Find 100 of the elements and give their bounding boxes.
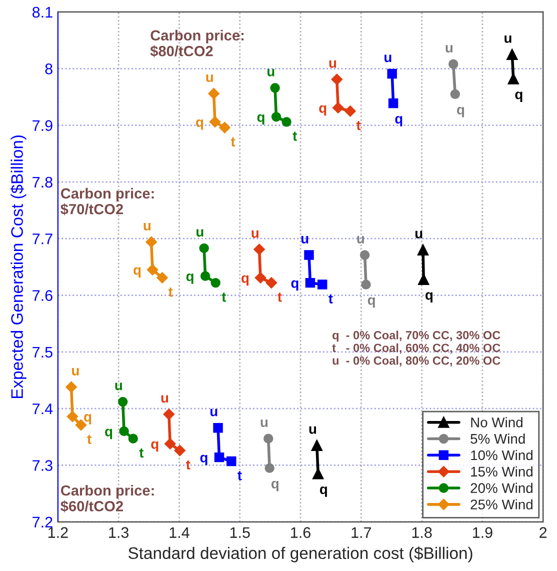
- point: [387, 68, 397, 79]
- annotation: q: [291, 280, 298, 291]
- point: [418, 274, 430, 285]
- point: [156, 272, 168, 284]
- annotation: q: [395, 116, 402, 126]
- annotation: u: [252, 230, 258, 238]
- point: [450, 89, 460, 100]
- point: [209, 116, 221, 128]
- point: [164, 438, 176, 450]
- annotation: u: [357, 236, 364, 244]
- point: [270, 83, 280, 93]
- point: [344, 106, 356, 117]
- point: [208, 88, 220, 100]
- annotation: q: [134, 267, 141, 278]
- y-axis-title: Expected Generation Cost ($Billion): [10, 135, 26, 398]
- annotation: q: [151, 441, 158, 452]
- x-tick-label: 1.3: [109, 527, 129, 538]
- annotation: u: [161, 395, 168, 403]
- annotation: q: [457, 106, 464, 118]
- annotation: q: [196, 119, 204, 130]
- annotation: q: [425, 292, 432, 303]
- point: [146, 264, 158, 276]
- point: [282, 117, 292, 127]
- annotation: u: [144, 222, 150, 230]
- annotation: Carbon price: $60/tCO2: [60, 484, 154, 512]
- annotation: q: [515, 92, 522, 102]
- annotation: u: [267, 68, 274, 76]
- annotation: u: [301, 236, 308, 244]
- point: [118, 396, 128, 407]
- point: [361, 280, 371, 290]
- annotation: q: [320, 486, 327, 497]
- annotation: t: [278, 292, 282, 302]
- point: [312, 468, 324, 480]
- annotation: u: [260, 420, 268, 428]
- point: [214, 452, 224, 462]
- point: [174, 444, 186, 456]
- point: [226, 456, 236, 466]
- annotation: u: [115, 382, 122, 390]
- point: [119, 426, 129, 436]
- y-tick-label: 7.2: [32, 516, 52, 528]
- annotation: q: [186, 274, 194, 284]
- legend-label: 15% Wind: [471, 466, 532, 477]
- x-tick-label: 1.5: [230, 527, 250, 538]
- point: [360, 250, 370, 260]
- point: [146, 236, 157, 248]
- point: [508, 73, 519, 84]
- point: [311, 440, 322, 451]
- annotation: t: [292, 132, 298, 141]
- x-tick-label: 1.6: [291, 527, 310, 538]
- x-tick-label: 1.2: [48, 527, 68, 538]
- annotation: u: [196, 229, 204, 237]
- annotation: q: [200, 454, 208, 466]
- annotation: t: [238, 471, 242, 480]
- y-tick-label: 7.3: [32, 460, 52, 471]
- x-axis-title: Standard deviation of generation cost ($Billion): [128, 546, 472, 562]
- annotation: t: [356, 120, 361, 130]
- annotation: u: [446, 45, 452, 53]
- point: [317, 280, 328, 290]
- annotation: q: [368, 297, 375, 308]
- annotation: u: [329, 60, 336, 68]
- annotation: Carbon price: $70/tCO2: [60, 188, 154, 216]
- point: [266, 277, 277, 288]
- annotation: q: [271, 480, 278, 492]
- point: [264, 463, 274, 473]
- point: [388, 98, 398, 108]
- annotation: q: [257, 114, 264, 125]
- y-tick-label: 8: [45, 64, 52, 74]
- annotation: u: [210, 408, 218, 416]
- point: [254, 272, 266, 284]
- point: [331, 74, 342, 86]
- annotation: q: [84, 414, 92, 424]
- x-tick-label: 1.9: [472, 527, 492, 538]
- annotation: u: [384, 54, 392, 62]
- annotation: t: [328, 294, 333, 304]
- y-tick-label: 7.7: [32, 234, 52, 244]
- annotation: u: [72, 368, 79, 376]
- point: [264, 434, 274, 444]
- annotation: u: [504, 35, 512, 43]
- legend-label: 25% Wind: [470, 499, 532, 510]
- annotation: q: [242, 275, 249, 286]
- point: [417, 244, 429, 256]
- y-tick-label: 7.4: [32, 404, 53, 414]
- point: [304, 250, 314, 260]
- y-tick-label: 8.1: [32, 6, 52, 18]
- annotation: u: [415, 230, 422, 238]
- point: [219, 122, 230, 134]
- annotation: t: [168, 288, 173, 297]
- legend-label: No Wind: [471, 417, 522, 428]
- point: [305, 278, 316, 288]
- point: [448, 59, 458, 69]
- annotation: t: [139, 448, 144, 458]
- annotation: u: [309, 426, 316, 434]
- point: [200, 271, 210, 281]
- point: [66, 410, 78, 422]
- y-tick-label: 7.5: [32, 346, 52, 358]
- point: [210, 278, 220, 288]
- annotation: u: [206, 74, 213, 82]
- annotation: q - 0% Coal, 70% CC, 30% OC t - 0% Coal, 60% CC, 40% OC u - 0% Coal, 80% CC, 20% OC: [332, 330, 500, 366]
- point: [271, 112, 282, 122]
- legend-label: 20% Wind: [470, 482, 532, 494]
